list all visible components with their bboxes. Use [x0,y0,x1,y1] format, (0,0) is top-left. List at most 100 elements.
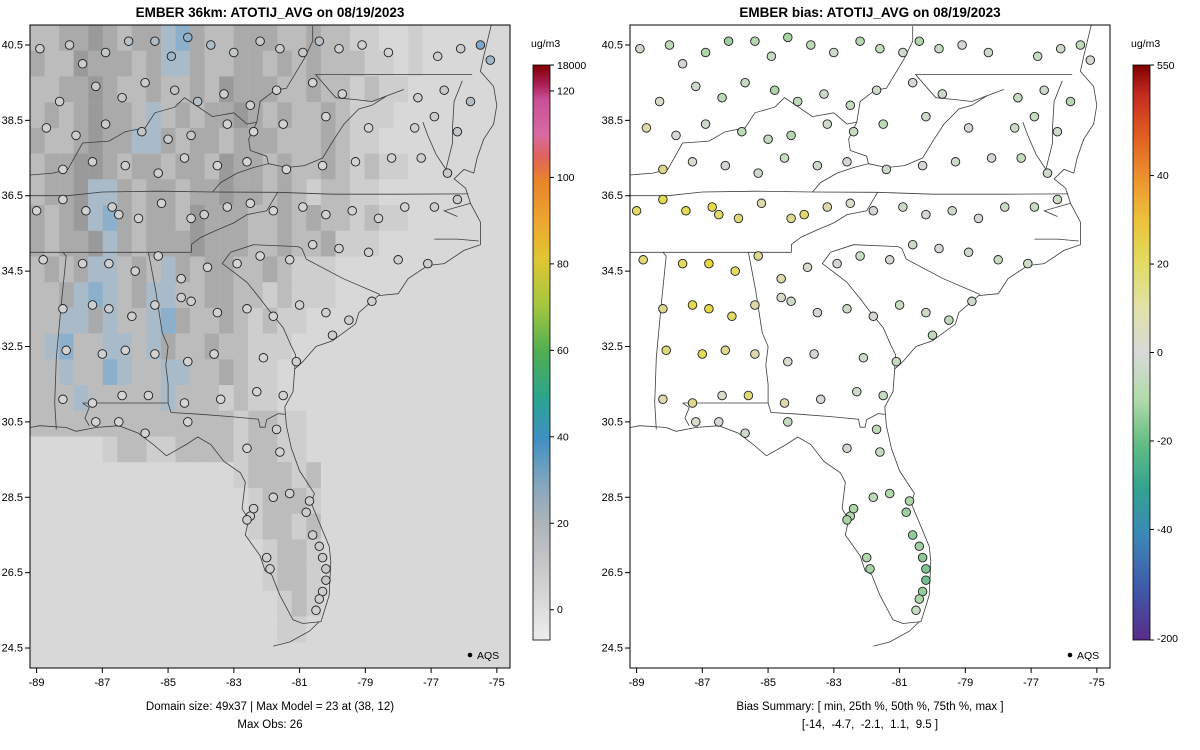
aqs-station-marker [357,40,367,50]
aqs-station-marker [245,198,256,209]
aqs-station-marker [769,85,780,95]
x-tick-label: -89 [629,677,645,689]
aqs-station-marker [271,85,282,95]
aqs-station-marker [179,153,190,163]
aqs-station-marker [416,153,426,163]
aqs-station-marker [373,213,384,224]
aqs-station-marker [714,417,724,427]
aqs-station-marker [429,111,440,122]
aqs-station-marker [848,126,859,137]
state-boundary [422,122,447,170]
y-tick-label: 26.5 [2,567,23,579]
aqs-station-marker [750,36,760,46]
aqs-station-marker [855,36,865,46]
aqs-station-marker [35,43,45,54]
y-tick-label: 38.5 [2,115,23,127]
aqs-station-marker [914,541,925,552]
aqs-station-marker [127,311,137,322]
aqs-station-marker [465,96,476,107]
aqs-station-marker [77,258,88,269]
x-tick-label: -83 [226,677,242,689]
state-boundary [443,202,471,217]
aqs-station-marker [898,202,908,212]
right-caption-bias-header: Bias Summary: [ min, 25th %, 50th %, 75t… [736,701,1004,713]
colorbar: 40 20 0 -20 -40 550 -200 ug/m3 [1131,38,1178,645]
colorbar-tick-label: -40 [1157,524,1172,536]
aqs-station-marker [202,262,213,273]
state-boundary [748,252,772,413]
aqs-station-marker [91,81,101,92]
aqs-station-marker [294,300,305,310]
aqs-station-marker [753,251,763,261]
aqs-station-marker [307,239,318,250]
aqs-station-marker [87,398,98,408]
state-boundary [268,95,387,168]
aqs-station-marker [786,213,796,224]
aqs-station-marker [868,492,879,503]
y-tick-label: 40.5 [2,39,23,51]
aqs-station-marker [727,311,737,322]
aqs-station-marker [1029,111,1040,122]
aqs-station-marker [199,209,209,220]
colorbar-tick-label: -20 [1157,435,1172,447]
aqs-station-marker [704,304,714,314]
aqs-station-marker [641,123,652,133]
state-boundary [221,252,297,370]
aqs-station-marker [206,40,216,50]
aqs-station-marker [704,258,714,269]
y-tick-label: 28.5 [2,492,23,504]
aqs-station-marker [268,492,279,503]
aqs-station-marker [97,349,108,359]
y-tick-label: 28.5 [602,492,623,504]
aqs-station-marker [737,126,747,137]
aqs-station-marker [222,202,233,212]
aqs-station-marker [730,266,740,276]
colorbar-tick-label: 20 [1157,259,1169,271]
aqs-station-marker [1039,85,1049,95]
aqs-station-marker [153,168,163,178]
aqs-station-marker [783,32,793,43]
aqs-station-marker [156,198,167,209]
aqs-station-marker [907,77,918,88]
aqs-station-marker [153,251,163,261]
aqs-station-marker [77,59,88,69]
aqs-station-marker [314,541,325,552]
aqs-stations-layer [631,32,1096,616]
aqs-station-marker [284,488,295,499]
aqs-legend-dot-icon [467,652,473,658]
y-tick-label: 32.5 [2,341,23,353]
colorbar-min-label: -200 [1157,633,1178,645]
aqs-station-marker [723,36,734,46]
y-axis: 24.5 26.5 28.5 30.5 32.5 34.5 36.5 38.5 40.5 [2,39,30,655]
aqs-station-marker [268,206,279,216]
aqs-station-marker [714,209,724,220]
aqs-station-marker [123,36,134,46]
state-boundary [1043,202,1071,217]
aqs-station-marker [255,36,265,46]
aqs-station-marker [229,47,239,58]
aqs-station-marker [179,398,190,408]
colorbar-tick-label: 20 [557,518,569,530]
bias-map-panel: -89 -87 -85 -83 -81 -79 -77 -75 24.5 26.5 28.5 30.5… [600,0,1200,750]
aqs-station-marker [248,503,259,514]
left-panel-title: EMBER 36km: ATOTIJ_AVG on 08/19/2023 [135,5,405,20]
aqs-station-marker [944,315,954,325]
aqs-station-marker [907,530,918,540]
aqs-station-marker [848,503,859,514]
aqs-station-marker [186,296,196,307]
colorbar-tick-label: 120 [557,85,575,97]
state-boundary [191,192,278,253]
aqs-station-marker [664,40,675,50]
aqs-station-marker [973,213,984,224]
aqs-stations-layer [31,32,496,616]
state-boundary [148,252,172,413]
aqs-station-marker [993,255,1003,265]
aqs-station-marker [1085,55,1096,65]
aqs-station-marker [1042,168,1053,178]
aqs-station-marker [776,273,786,284]
aqs-station-marker [278,390,288,401]
state-boundary [315,74,404,102]
aqs-station-marker [344,315,354,325]
aqs-station-marker [114,209,124,220]
aqs-station-marker [100,47,111,58]
